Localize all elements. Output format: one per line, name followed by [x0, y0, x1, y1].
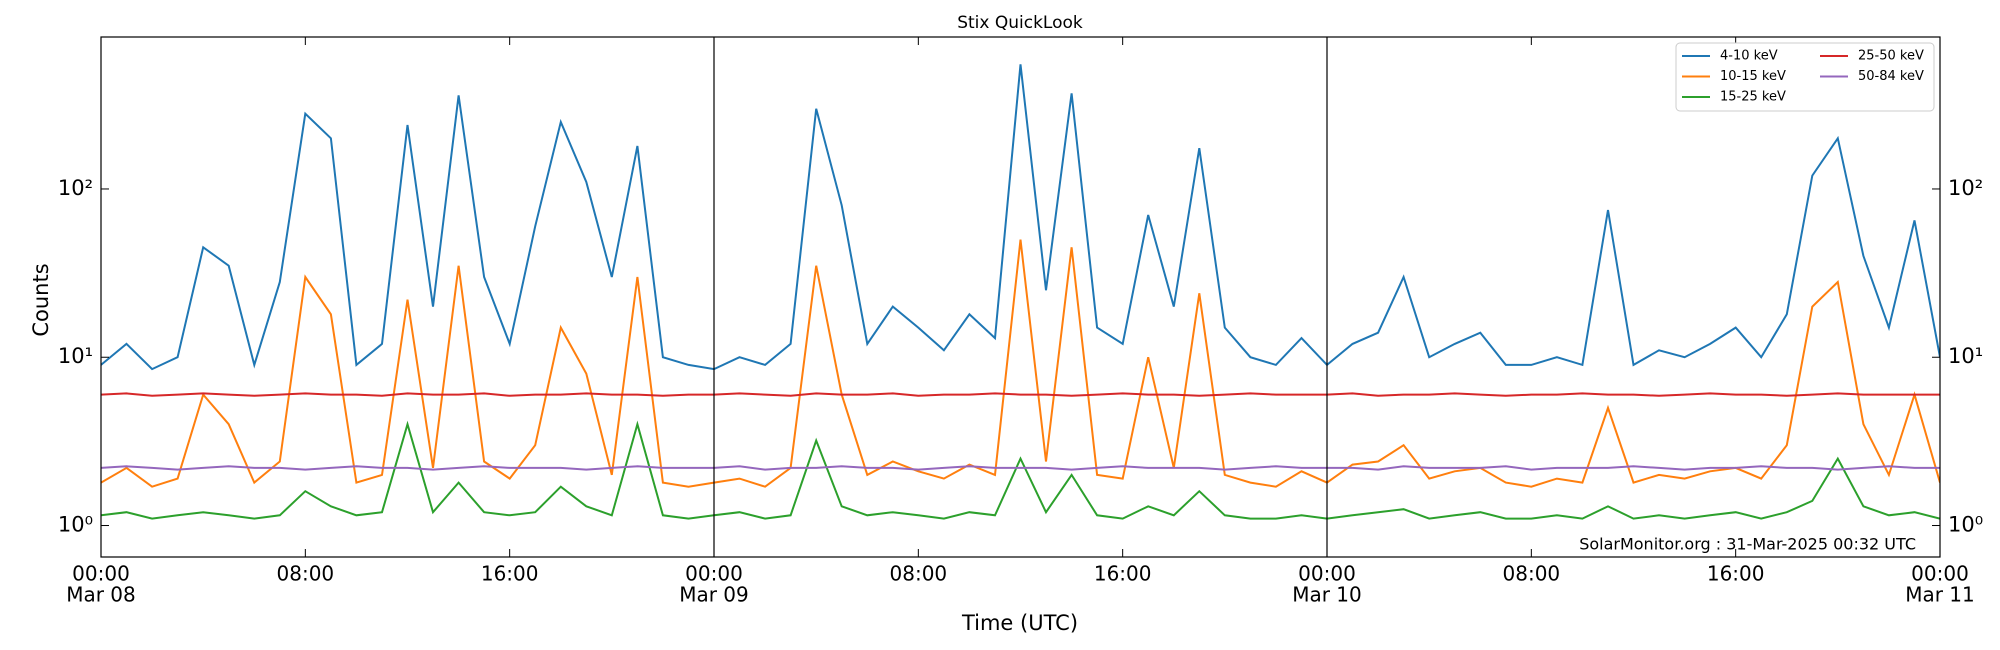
- chart-title: Stix QuickLook: [957, 13, 1083, 33]
- x-tick-label: 16:00: [481, 562, 539, 586]
- x-tick-label: 16:00: [1707, 562, 1765, 586]
- x-axis-label: Time (UTC): [961, 611, 1078, 635]
- x-tick-date: Mar 11: [1905, 583, 1975, 607]
- x-tick-label: 08:00: [890, 562, 948, 586]
- series-line: [101, 64, 1940, 371]
- y-tick-label-right: 10⁰: [1948, 513, 1983, 537]
- x-tick-label: 08:00: [1503, 562, 1561, 586]
- x-tick-label: 00:00: [1298, 562, 1356, 586]
- plot-frame: [100, 36, 1941, 558]
- y-tick-label: 10¹: [58, 344, 93, 368]
- legend-label: 10-15 keV: [1720, 69, 1786, 84]
- x-tick-label: 00:00: [1911, 562, 1969, 586]
- y-tick-label: 10²: [58, 176, 93, 200]
- legend-label: 50-84 keV: [1858, 69, 1924, 84]
- x-tick-label: 08:00: [277, 562, 335, 586]
- y-tick-label-right: 10²: [1948, 176, 1983, 200]
- x-tick-date: Mar 09: [679, 583, 749, 607]
- series-line: [101, 239, 1940, 488]
- x-tick-date: Mar 08: [66, 583, 136, 607]
- y-tick-label-right: 10¹: [1948, 344, 1983, 368]
- legend: 4-10 keV 10-15 keV 15-25 keV 25-50 keV 50-84…: [1675, 42, 1935, 112]
- x-tick-label: 16:00: [1094, 562, 1152, 586]
- x-tick-label: 00:00: [685, 562, 743, 586]
- x-tick-label: 00:00: [72, 562, 130, 586]
- y-tick-label: 10⁰: [58, 513, 93, 537]
- series-line: [101, 392, 1940, 397]
- annotation: SolarMonitor.org : 31-Mar-2025 00:32 UTC: [1579, 535, 1916, 554]
- legend-box: [1675, 42, 1935, 112]
- legend-label: 25-50 keV: [1858, 49, 1924, 64]
- series-line: [101, 420, 1940, 520]
- legend-label: 4-10 keV: [1720, 49, 1778, 64]
- y-axis-label: Counts: [29, 263, 53, 336]
- series-line: [101, 465, 1940, 471]
- x-tick-date: Mar 10: [1292, 583, 1362, 607]
- legend-label: 15-25 keV: [1720, 90, 1786, 105]
